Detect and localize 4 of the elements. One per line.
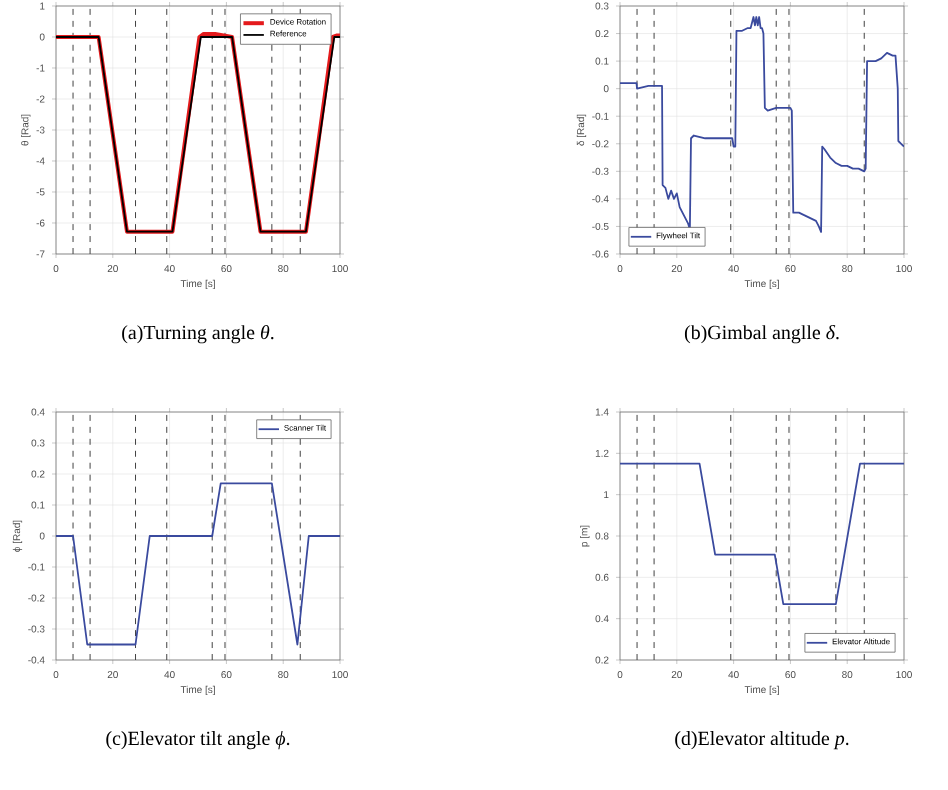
- text: (a)Turning angle θ.: [122, 325, 274, 344]
- text: (c)Elevator tilt angle ϕ.: [106, 731, 290, 750]
- text: (b)Gimbal anglle δ.: [684, 325, 839, 344]
- text: (d)Elevator altitude p.: [675, 731, 849, 750]
